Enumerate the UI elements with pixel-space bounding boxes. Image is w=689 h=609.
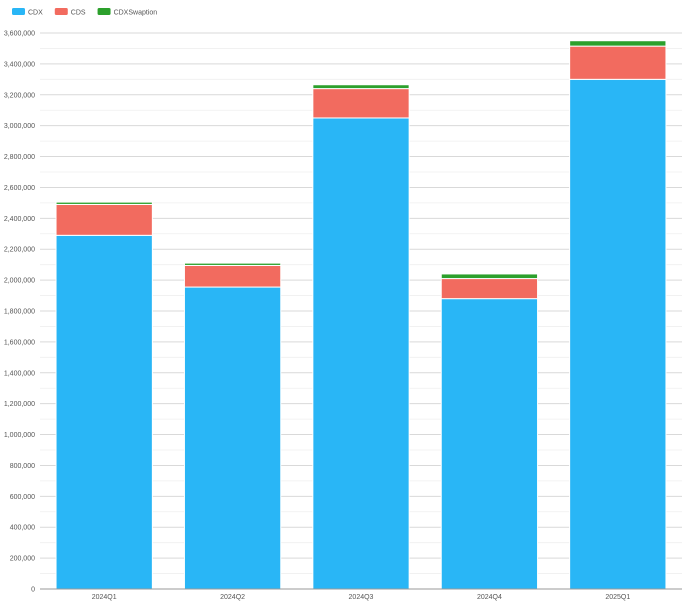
- y-tick-label: 2,200,000: [4, 247, 35, 254]
- legend-item-cdxswaption[interactable]: CDXSwaption: [97, 8, 158, 17]
- legend-swatch: [12, 8, 25, 15]
- y-tick-label: 2,600,000: [4, 185, 35, 192]
- bar-cdxswaption-2024q1[interactable]: [55, 201, 153, 205]
- x-tick-label: 2024Q3: [349, 594, 374, 601]
- legend-item-cdx[interactable]: CDX: [12, 8, 43, 17]
- bar-cdx-2025q1[interactable]: [569, 78, 667, 590]
- legend-label: CDX: [28, 10, 43, 17]
- y-tick-label: 1,600,000: [4, 339, 35, 346]
- bar-cdxswaption-2024q2[interactable]: [183, 262, 282, 266]
- bar-cds-2025q1[interactable]: [569, 45, 667, 80]
- y-tick-label: 0: [31, 587, 35, 594]
- bar-cds-2024q4[interactable]: [440, 278, 539, 300]
- bar-cdxswaption-2024q4[interactable]: [440, 273, 539, 280]
- bar-cdxswaption-2024q3[interactable]: [312, 84, 410, 90]
- bar-cds-2024q1[interactable]: [55, 203, 153, 236]
- y-tick-label: 2,400,000: [4, 216, 35, 223]
- y-tick-label: 800,000: [10, 463, 35, 470]
- legend[interactable]: CDX CDS CDXSwaption: [12, 8, 157, 17]
- y-tick-label: 400,000: [10, 525, 35, 532]
- x-tick-label: 2024Q4: [477, 594, 502, 601]
- y-tick-label: 1,800,000: [4, 309, 35, 316]
- y-tick-label: 1,200,000: [4, 401, 35, 408]
- y-tick-label: 1,000,000: [4, 432, 35, 439]
- y-tick-label: 2,800,000: [4, 154, 35, 161]
- bar-cds-2024q3[interactable]: [312, 88, 410, 119]
- y-tick-label: 3,600,000: [4, 31, 35, 38]
- y-tick-label: 600,000: [10, 494, 35, 501]
- legend-item-cds[interactable]: CDS: [54, 8, 86, 17]
- x-tick-label: 2024Q1: [92, 594, 117, 601]
- bar-cds-2024q2[interactable]: [183, 264, 282, 288]
- x-tick-label: 2024Q2: [220, 594, 245, 601]
- axis-layer: 0 200,000 400,000 600,000 800,000 1,000,000 1,…: [4, 31, 682, 601]
- bar-cdx-2024q1[interactable]: [55, 234, 153, 590]
- y-tick-label: 3,200,000: [4, 92, 35, 99]
- bar-cdx-2024q4[interactable]: [440, 298, 539, 590]
- y-tick-label: 2,000,000: [4, 278, 35, 285]
- y-tick-label: 3,400,000: [4, 61, 35, 68]
- legend-swatch: [97, 8, 111, 15]
- bar-cdx-2024q3[interactable]: [312, 117, 410, 590]
- bar-cdxswaption-2025q1[interactable]: [569, 40, 667, 47]
- legend-swatch: [54, 8, 68, 15]
- bar-cdx-2024q2[interactable]: [183, 286, 282, 590]
- y-tick-label: 3,000,000: [4, 123, 35, 130]
- bar-layer: [55, 40, 667, 590]
- y-tick-label: 200,000: [10, 556, 35, 563]
- legend-label: CDXSwaption: [114, 10, 158, 17]
- y-tick-label: 1,400,000: [4, 370, 35, 377]
- legend-label: CDS: [71, 10, 86, 17]
- x-tick-label: 2025Q1: [605, 594, 630, 601]
